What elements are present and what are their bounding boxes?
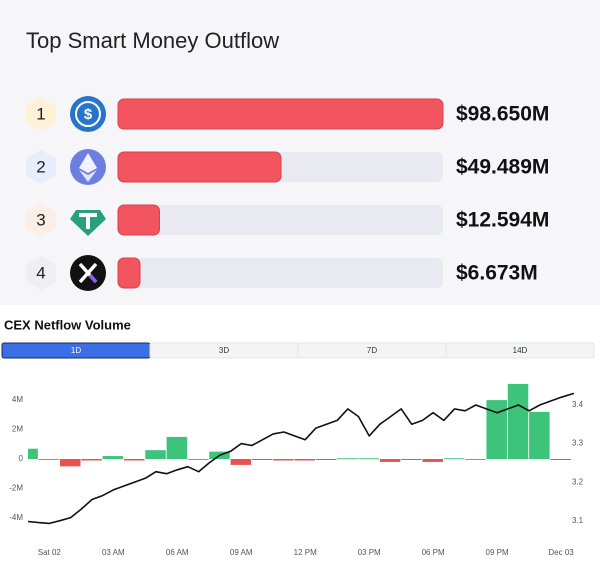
bar: [187, 459, 209, 460]
bar: [443, 458, 465, 460]
y2-tick-label: 3.1: [572, 516, 584, 525]
tab[interactable]: [445, 342, 595, 359]
bar: [102, 456, 124, 459]
y-tick-label: -2M: [9, 484, 23, 493]
bar: [358, 458, 380, 460]
chart-title: CEX Netflow Volume: [4, 317, 131, 332]
bar: [294, 459, 316, 461]
y-tick-label: -4M: [9, 513, 23, 522]
y2-tick-label: 3.4: [572, 400, 584, 409]
bar: [38, 459, 60, 460]
value-label: $12.594M: [456, 209, 549, 232]
bar: [422, 459, 443, 462]
bar-track: [118, 205, 443, 235]
rank-badge: [26, 150, 56, 184]
y2-tick-label: 3.3: [572, 439, 584, 448]
x-tick-label: 03 AM: [102, 548, 125, 557]
tab-label[interactable]: 14D: [513, 346, 528, 355]
x-tick-label: 09 AM: [230, 548, 253, 557]
eth-icon: [70, 149, 106, 185]
y-tick-label: 2M: [12, 425, 23, 434]
usdc-icon: $: [70, 96, 106, 132]
bar: [379, 459, 401, 462]
tab-label[interactable]: 1D: [71, 346, 81, 355]
x-tick-label: Dec 03: [548, 548, 574, 557]
x-tick-label: 09 PM: [486, 548, 509, 557]
tab-label[interactable]: 7D: [367, 346, 377, 355]
bar: [337, 458, 358, 460]
value-label: $6.673M: [456, 262, 538, 285]
rank-badge: [26, 256, 56, 290]
bar: [81, 459, 102, 461]
bar: [251, 459, 273, 460]
x-tick-label: Sat 02: [38, 548, 62, 557]
value-label: $49.489M: [456, 156, 549, 179]
y-tick-label: 4M: [12, 395, 23, 404]
bar: [59, 459, 81, 467]
rank-label: 4: [36, 263, 45, 282]
bar: [123, 459, 145, 461]
bar: [117, 204, 160, 236]
bar: [550, 459, 571, 460]
bar: [28, 448, 38, 459]
y-tick-label: 0: [19, 454, 24, 463]
svg-text:$: $: [84, 106, 93, 123]
rank-badge: [26, 97, 56, 131]
bar: [486, 400, 507, 459]
bar: [230, 459, 252, 465]
x-icon: [70, 255, 106, 291]
rank-label: 1: [36, 104, 45, 123]
bar: [273, 459, 294, 461]
ranking-title: Top Smart Money Outflow: [26, 28, 279, 53]
bar: [507, 383, 529, 459]
bar: [529, 411, 550, 459]
tab-label[interactable]: 3D: [219, 346, 229, 355]
bar: [117, 257, 141, 289]
price-line: [27, 392, 575, 525]
bar: [145, 450, 166, 459]
bar: [117, 98, 444, 130]
bar: [401, 459, 422, 460]
bar: [166, 436, 188, 459]
bar: [465, 459, 486, 460]
tether-icon: [70, 210, 106, 236]
rank-label: 2: [36, 157, 45, 176]
bar: [117, 151, 282, 183]
bar: [315, 459, 337, 460]
y2-tick-label: 3.2: [572, 477, 584, 486]
value-label: $98.650M: [456, 103, 549, 126]
x-tick-label: 06 PM: [422, 548, 445, 557]
bar-track: [118, 258, 443, 288]
rank-badge: [26, 203, 56, 237]
x-tick-label: 03 PM: [358, 548, 381, 557]
x-tick-label: 12 PM: [294, 548, 317, 557]
rank-label: 3: [36, 210, 45, 229]
x-tick-label: 06 AM: [166, 548, 189, 557]
